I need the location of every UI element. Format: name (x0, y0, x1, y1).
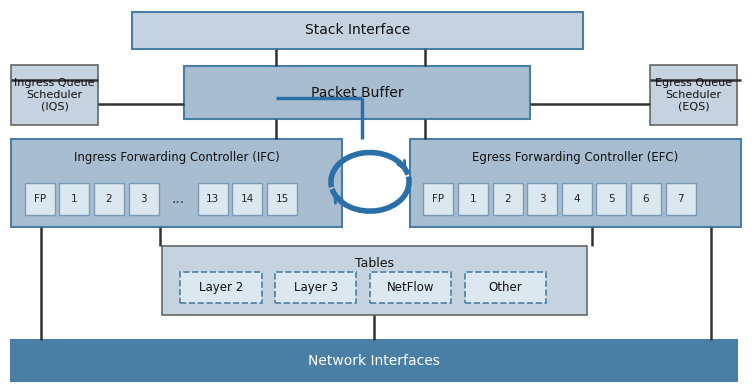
Text: Ingress Forwarding Controller (IFC): Ingress Forwarding Controller (IFC) (74, 151, 280, 163)
FancyBboxPatch shape (132, 12, 583, 49)
FancyBboxPatch shape (465, 272, 546, 303)
Text: 14: 14 (241, 194, 254, 204)
FancyBboxPatch shape (596, 183, 626, 215)
FancyBboxPatch shape (198, 183, 228, 215)
FancyBboxPatch shape (267, 183, 297, 215)
FancyBboxPatch shape (650, 65, 737, 125)
Text: Packet Buffer: Packet Buffer (311, 86, 404, 100)
Text: 13: 13 (206, 194, 220, 204)
Text: Egress Queue
Scheduler
(EQS): Egress Queue Scheduler (EQS) (655, 78, 732, 111)
FancyBboxPatch shape (162, 246, 587, 315)
FancyBboxPatch shape (184, 66, 530, 119)
Text: 1: 1 (71, 194, 77, 204)
FancyBboxPatch shape (458, 183, 488, 215)
FancyBboxPatch shape (11, 340, 737, 381)
Text: Layer 3: Layer 3 (294, 281, 338, 294)
Text: FP: FP (34, 194, 46, 204)
FancyBboxPatch shape (180, 272, 262, 303)
Text: Layer 2: Layer 2 (199, 281, 243, 294)
FancyBboxPatch shape (666, 183, 696, 215)
Text: 4: 4 (574, 194, 580, 204)
FancyBboxPatch shape (423, 183, 453, 215)
FancyBboxPatch shape (59, 183, 89, 215)
FancyBboxPatch shape (232, 183, 262, 215)
Text: Other: Other (489, 281, 522, 294)
Text: Egress Forwarding Controller (EFC): Egress Forwarding Controller (EFC) (472, 151, 678, 163)
Text: 1: 1 (470, 194, 476, 204)
Text: 3: 3 (141, 194, 147, 204)
FancyBboxPatch shape (631, 183, 661, 215)
Text: Network Interfaces: Network Interfaces (308, 354, 440, 368)
FancyBboxPatch shape (493, 183, 523, 215)
FancyBboxPatch shape (562, 183, 592, 215)
FancyBboxPatch shape (129, 183, 159, 215)
FancyBboxPatch shape (94, 183, 124, 215)
Text: FP: FP (432, 194, 444, 204)
Text: 7: 7 (678, 194, 684, 204)
Text: Ingress Queue
Scheduler
(IQS): Ingress Queue Scheduler (IQS) (14, 78, 95, 111)
Text: Stack Interface: Stack Interface (305, 23, 410, 37)
Text: 5: 5 (608, 194, 614, 204)
FancyBboxPatch shape (370, 272, 451, 303)
FancyBboxPatch shape (410, 139, 741, 227)
FancyBboxPatch shape (11, 139, 342, 227)
FancyBboxPatch shape (11, 65, 98, 125)
Text: Tables: Tables (355, 257, 393, 270)
Text: 2: 2 (106, 194, 112, 204)
FancyBboxPatch shape (25, 183, 55, 215)
FancyBboxPatch shape (275, 272, 356, 303)
Text: 3: 3 (539, 194, 545, 204)
Text: ...: ... (171, 192, 185, 206)
Text: NetFlow: NetFlow (387, 281, 435, 294)
Text: 2: 2 (505, 194, 511, 204)
FancyBboxPatch shape (527, 183, 557, 215)
Text: 6: 6 (643, 194, 649, 204)
Text: 15: 15 (275, 194, 289, 204)
